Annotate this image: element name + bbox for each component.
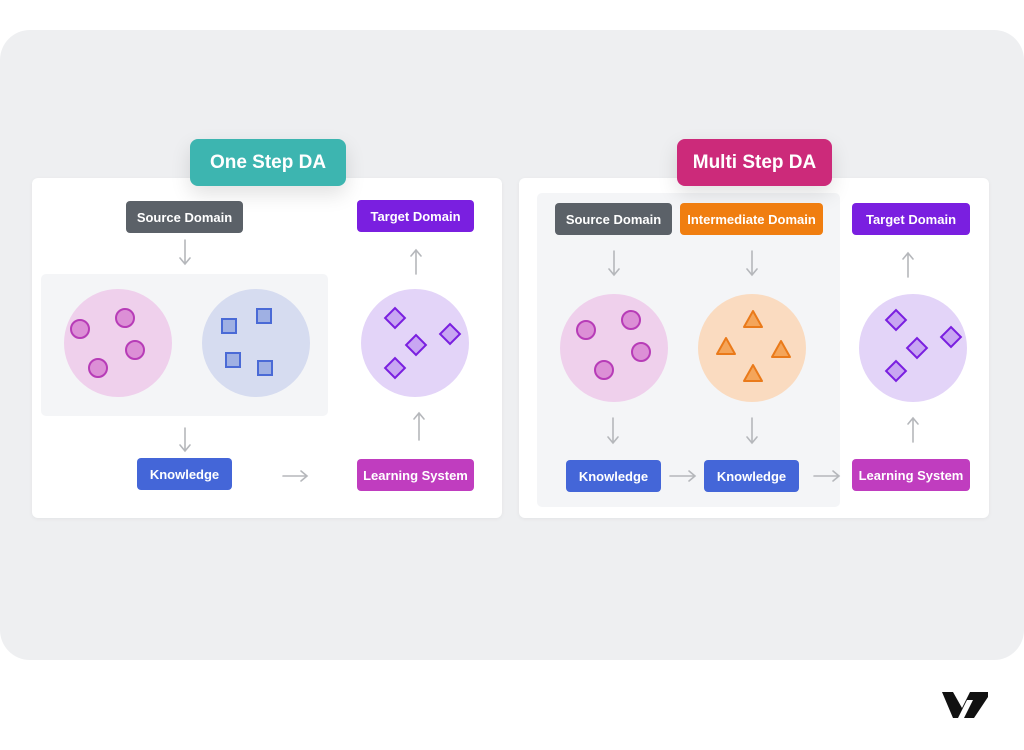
source-domain-cluster-2 xyxy=(202,289,310,397)
knowledge-box-1: Knowledge xyxy=(566,460,661,492)
one-step-title: One Step DA xyxy=(190,139,346,186)
arrow-down-icon xyxy=(608,250,620,277)
circle-sample xyxy=(576,320,596,340)
arrow-down-icon xyxy=(179,239,191,266)
arrows xyxy=(179,239,919,482)
learning-system-box: Learning System xyxy=(852,459,970,491)
knowledge-box-2: Knowledge xyxy=(704,460,799,492)
square-sample xyxy=(256,308,272,324)
source-domain-cluster xyxy=(560,294,668,402)
arrow-right-icon xyxy=(813,470,841,482)
circle-sample xyxy=(621,310,641,330)
arrow-up-icon xyxy=(907,416,919,443)
arrow-down-icon xyxy=(746,417,758,445)
target-domain-box: Target Domain xyxy=(852,203,970,235)
arrow-down-icon xyxy=(179,427,191,453)
square-sample xyxy=(225,352,241,368)
arrow-down-icon xyxy=(746,250,758,277)
arrow-up-icon xyxy=(410,248,422,275)
multi-step-title: Multi Step DA xyxy=(677,139,832,186)
source-domain-box: Source Domain xyxy=(555,203,672,235)
square-sample xyxy=(257,360,273,376)
source-domain-cluster xyxy=(64,289,172,397)
circle-sample xyxy=(631,342,651,362)
intermediate-domain-box: Intermediate Domain xyxy=(680,203,823,235)
circle-sample xyxy=(125,340,145,360)
source-domain-box: Source Domain xyxy=(126,201,243,233)
arrow-right-icon xyxy=(669,470,697,482)
square-sample xyxy=(221,318,237,334)
circle-sample xyxy=(88,358,108,378)
circle-sample xyxy=(70,319,90,339)
arrow-down-icon xyxy=(607,417,619,445)
knowledge-box: Knowledge xyxy=(137,458,232,490)
target-domain-box: Target Domain xyxy=(357,200,474,232)
intermediate-domain-cluster xyxy=(698,294,806,402)
arrow-up-icon xyxy=(902,251,914,278)
circle-sample xyxy=(115,308,135,328)
v7-logo xyxy=(942,692,988,718)
arrow-right-icon xyxy=(282,470,309,482)
arrow-up-icon xyxy=(413,411,425,441)
circle-sample xyxy=(594,360,614,380)
learning-system-box: Learning System xyxy=(357,459,474,491)
